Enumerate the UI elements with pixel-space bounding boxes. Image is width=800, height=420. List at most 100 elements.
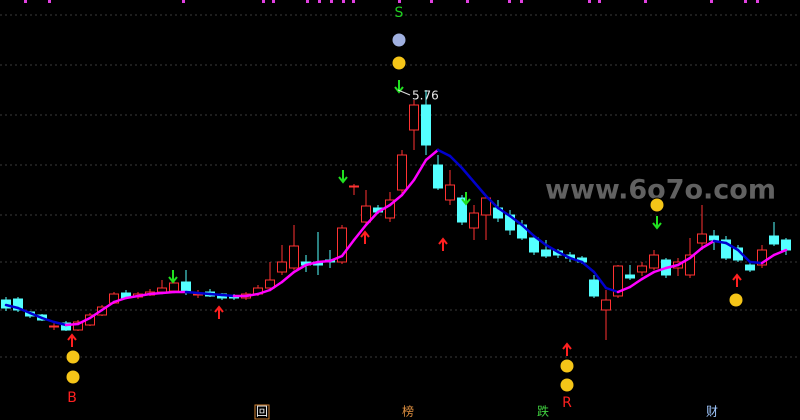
- candle-body: [529, 237, 539, 253]
- ma-segment: [760, 253, 776, 265]
- candle-body: [265, 279, 275, 289]
- candle-body: [649, 254, 659, 269]
- face: [391, 32, 407, 48]
- dot: [710, 0, 713, 3]
- ma-segment: [688, 246, 704, 260]
- ma-segment: [412, 158, 428, 182]
- tab[interactable]: 回: [256, 405, 268, 419]
- ma-segment: [496, 206, 512, 218]
- down-arrow: [168, 270, 178, 284]
- tab[interactable]: 榜: [402, 404, 414, 419]
- smile-face: [65, 369, 81, 385]
- dot: [508, 0, 511, 3]
- dot: [272, 0, 275, 3]
- ma-segment: [712, 239, 728, 245]
- candle-body: [709, 235, 719, 241]
- ma-segment: [292, 263, 308, 274]
- dot: [398, 0, 401, 3]
- ma-segment: [484, 194, 500, 210]
- ma-segment: [316, 259, 332, 264]
- ma-segment: [580, 260, 596, 274]
- ma-segment: [148, 291, 164, 296]
- up-arrows: [67, 230, 742, 356]
- dot: [262, 0, 265, 3]
- up-arrow: [214, 305, 224, 319]
- candle-body: [469, 212, 479, 229]
- candle-body: [73, 321, 83, 331]
- pointer: [397, 89, 411, 96]
- dot: [182, 0, 185, 3]
- ma-segment: [220, 293, 236, 298]
- ma-segment: [724, 241, 740, 252]
- candle-body: [769, 235, 779, 245]
- dot: [318, 0, 321, 3]
- frown-face: [649, 197, 665, 213]
- candle-body: [481, 197, 491, 216]
- ma-segment: [628, 277, 644, 289]
- ma-segment: [280, 270, 296, 284]
- candle-body: [181, 281, 191, 293]
- ma-segment: [472, 180, 488, 198]
- candle-body: [745, 264, 755, 271]
- down-arrow: [652, 216, 662, 230]
- dot: [744, 0, 747, 3]
- faces: [65, 32, 744, 393]
- ma-segment: [640, 270, 656, 281]
- ma-segment: [88, 308, 104, 320]
- ma-segment: [352, 223, 368, 242]
- tab[interactable]: 跌: [537, 404, 549, 419]
- ma-segment: [664, 263, 680, 270]
- up-arrow: [732, 273, 742, 287]
- down-arrow: [338, 170, 348, 184]
- up-arrow: [438, 237, 448, 251]
- dot: [330, 0, 333, 3]
- tab[interactable]: 财: [706, 405, 718, 419]
- dot: [466, 0, 469, 3]
- top-dots: [24, 0, 759, 3]
- down-arrows: [168, 80, 662, 284]
- ma-segment: [748, 260, 764, 265]
- dot: [756, 0, 759, 3]
- tab-box: [254, 404, 270, 420]
- dot: [342, 0, 345, 3]
- ma-segment: [268, 280, 284, 292]
- ma-segment: [40, 316, 56, 324]
- ma-segment: [364, 210, 380, 227]
- ma-segment: [388, 193, 404, 207]
- ma-segment: [196, 291, 212, 296]
- ma-segment: [544, 243, 560, 254]
- ma-segment: [256, 288, 272, 296]
- ma-segment: [376, 203, 392, 214]
- ma-segment: [304, 260, 320, 267]
- ma-segment: [160, 290, 176, 295]
- signals: [65, 32, 744, 393]
- down-arrow: [461, 192, 471, 206]
- ma-segment: [436, 148, 452, 158]
- dot: [588, 0, 591, 3]
- ma-segment: [136, 292, 152, 298]
- candle-body: [61, 322, 71, 331]
- candle-body: [613, 265, 623, 297]
- candle-body: [289, 245, 299, 269]
- ma-segment: [700, 239, 716, 250]
- dot: [352, 0, 355, 3]
- dot: [644, 0, 647, 3]
- ma-segment: [616, 285, 632, 294]
- plot: [1, 90, 791, 340]
- ma-segment: [184, 290, 200, 295]
- ma-segment: [208, 292, 224, 297]
- frown-face: [728, 292, 744, 308]
- candle-body: [757, 249, 767, 266]
- ma-segment: [328, 254, 344, 263]
- up-arrow: [562, 342, 572, 356]
- ma-segment: [424, 148, 440, 162]
- ma-segment: [568, 256, 584, 264]
- ma-segment: [652, 266, 668, 274]
- ma-segment: [460, 166, 476, 184]
- ma-segment: [244, 292, 260, 298]
- buy-label: B: [67, 390, 77, 406]
- frown-face: [65, 349, 81, 365]
- ma-segment: [112, 296, 128, 304]
- frown-face: [559, 358, 575, 374]
